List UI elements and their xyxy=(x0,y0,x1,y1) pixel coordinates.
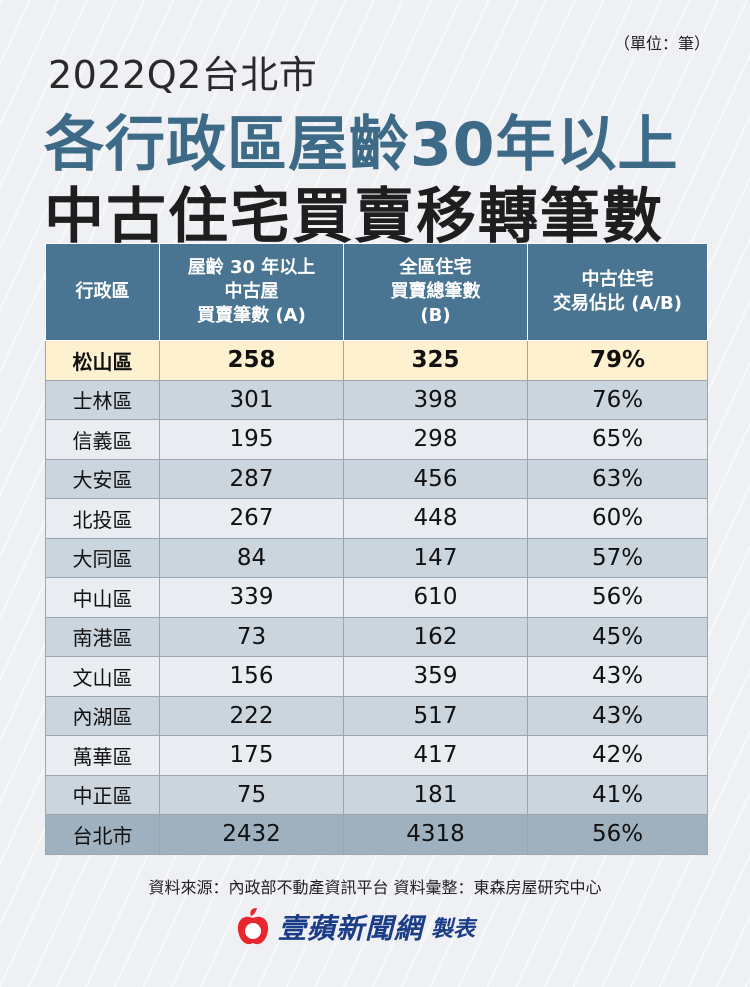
value-cell: 339 xyxy=(159,577,344,618)
district-cell: 士林區 xyxy=(45,379,160,420)
table-body: 松山區 258 325 79% 士林區 301 398 76% 信義區 195 298 65% 大安區 2… xyxy=(45,340,708,855)
value-cell: 517 xyxy=(343,695,528,736)
value-cell: 43% xyxy=(527,695,708,736)
district-cell: 北投區 xyxy=(45,498,160,539)
district-cell: 大同區 xyxy=(45,537,160,578)
value-cell: 73 xyxy=(159,616,344,657)
value-cell: 147 xyxy=(343,537,528,578)
value-cell: 156 xyxy=(159,656,344,697)
column-header-line: 買賣總筆數 xyxy=(390,281,481,302)
brand-logo: 壹蘋新聞網 製表 xyxy=(236,907,475,947)
value-cell: 84 xyxy=(159,537,344,578)
table-row: 南港區 73 162 45% xyxy=(45,616,708,657)
value-cell: 4318 xyxy=(343,814,528,855)
table-row: 大同區 84 147 57% xyxy=(45,537,708,578)
value-cell: 610 xyxy=(343,577,528,618)
value-cell: 79% xyxy=(527,340,708,381)
column-header-line: (B) xyxy=(420,305,451,326)
value-cell: 181 xyxy=(343,774,528,815)
data-table: 行政區 屋齡 30 年以上 中古屋買賣筆數 (A) 全區住宅買賣總筆數 (B) 中古住宅交… xyxy=(45,243,708,855)
value-cell: 398 xyxy=(343,379,528,420)
column-header-line: 中古住宅 xyxy=(581,269,654,290)
table-row: 士林區 301 398 76% xyxy=(45,379,708,420)
title-line-1: 2022Q2台北市 xyxy=(48,53,318,97)
apple-logo-icon xyxy=(237,908,269,945)
value-cell: 56% xyxy=(527,577,708,618)
district-cell: 南港區 xyxy=(45,616,160,657)
column-header-2: 全區住宅買賣總筆數 (B) xyxy=(343,243,528,341)
value-cell: 448 xyxy=(343,498,528,539)
table-row: 文山區 156 359 43% xyxy=(45,656,708,697)
district-cell: 大安區 xyxy=(45,458,160,499)
brand-suffix: 製表 xyxy=(431,917,476,942)
value-cell: 2432 xyxy=(159,814,344,855)
value-cell: 60% xyxy=(527,498,708,539)
district-cell: 信義區 xyxy=(45,419,160,460)
value-cell: 63% xyxy=(527,458,708,499)
column-header-1: 屋齡 30 年以上 中古屋買賣筆數 (A) xyxy=(159,243,344,341)
district-cell: 內湖區 xyxy=(45,695,160,736)
column-header-line: 行政區 xyxy=(75,281,130,302)
value-cell: 222 xyxy=(159,695,344,736)
value-cell: 43% xyxy=(527,656,708,697)
value-cell: 417 xyxy=(343,735,528,776)
value-cell: 298 xyxy=(343,419,528,460)
value-cell: 42% xyxy=(527,735,708,776)
table-row: 中山區 339 610 56% xyxy=(45,577,708,618)
column-header-line: 屋齡 30 年以上 xyxy=(187,257,316,278)
value-cell: 287 xyxy=(159,458,344,499)
table-row: 北投區 267 448 60% xyxy=(45,498,708,539)
value-cell: 162 xyxy=(343,616,528,657)
table-row: 中正區 75 181 41% xyxy=(45,774,708,815)
brand-name: 壹蘋新聞網 xyxy=(278,912,424,945)
table-header-row: 行政區 屋齡 30 年以上 中古屋買賣筆數 (A) 全區住宅買賣總筆數 (B) 中古住宅交… xyxy=(45,243,708,341)
district-cell: 中山區 xyxy=(45,577,160,618)
district-cell: 萬華區 xyxy=(45,735,160,776)
value-cell: 56% xyxy=(527,814,708,855)
value-cell: 359 xyxy=(343,656,528,697)
value-cell: 258 xyxy=(159,340,344,381)
column-header-0: 行政區 xyxy=(45,243,160,341)
title-line-2: 各行政區屋齡30年以上 xyxy=(44,110,679,180)
district-cell: 松山區 xyxy=(45,340,160,381)
district-cell: 文山區 xyxy=(45,656,160,697)
value-cell: 267 xyxy=(159,498,344,539)
value-cell: 301 xyxy=(159,379,344,420)
value-cell: 195 xyxy=(159,419,344,460)
value-cell: 75 xyxy=(159,774,344,815)
table-row: 大安區 287 456 63% xyxy=(45,458,708,499)
title-line-3: 中古住宅買賣移轉筆數 xyxy=(44,182,664,252)
unit-label: （單位：筆） xyxy=(613,34,710,53)
column-header-3: 中古住宅交易佔比 (A/B) xyxy=(527,243,708,341)
source-note: 資料來源：內政部不動產資訊平台 資料彙整：東森房屋研究中心 xyxy=(148,878,602,897)
column-header-line: 中古屋 xyxy=(224,281,279,302)
value-cell: 76% xyxy=(527,379,708,420)
value-cell: 456 xyxy=(343,458,528,499)
value-cell: 41% xyxy=(527,774,708,815)
column-header-line: 全區住宅 xyxy=(399,257,472,278)
table-row: 內湖區 222 517 43% xyxy=(45,695,708,736)
table-row: 信義區 195 298 65% xyxy=(45,419,708,460)
district-cell: 台北市 xyxy=(45,814,160,855)
value-cell: 175 xyxy=(159,735,344,776)
table-row: 萬華區 175 417 42% xyxy=(45,735,708,776)
value-cell: 65% xyxy=(527,419,708,460)
table-row: 松山區 258 325 79% xyxy=(45,340,708,381)
value-cell: 57% xyxy=(527,537,708,578)
value-cell: 45% xyxy=(527,616,708,657)
value-cell: 325 xyxy=(343,340,528,381)
column-header-line: 交易佔比 (A/B) xyxy=(553,293,682,314)
column-header-line: 買賣筆數 (A) xyxy=(197,305,306,326)
table-row: 台北市 2432 4318 56% xyxy=(45,814,708,855)
district-cell: 中正區 xyxy=(45,774,160,815)
